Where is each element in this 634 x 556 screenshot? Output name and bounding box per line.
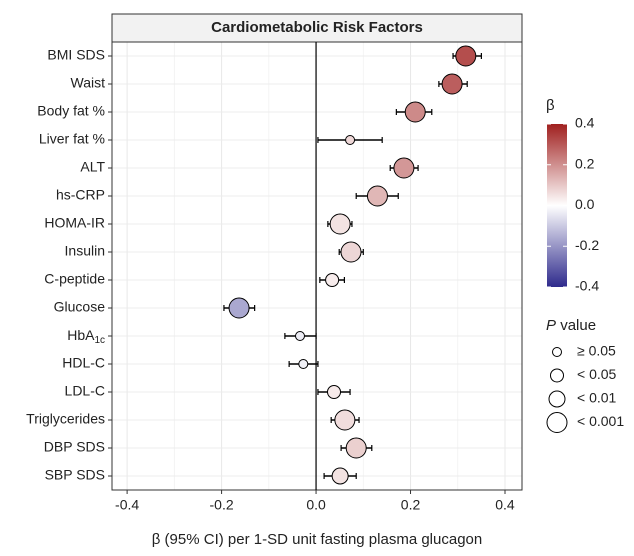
label-text: HbA (67, 327, 95, 343)
y-tick-label: hs-CRP (56, 187, 105, 203)
size-legend-label: < 0.01 (577, 390, 617, 406)
panel (112, 42, 522, 490)
point (294, 331, 305, 341)
point (404, 101, 426, 123)
x-tick-label: 0.2 (401, 497, 421, 513)
point (325, 273, 340, 287)
y-tick-label: DBP SDS (44, 439, 105, 455)
y-tick-label: SBP SDS (45, 467, 105, 483)
point (327, 385, 342, 399)
point (455, 45, 477, 67)
point (331, 467, 349, 485)
y-tick-label: ALT (80, 159, 105, 175)
point (345, 135, 356, 145)
x-tick-label: -0.4 (115, 497, 139, 513)
point (393, 157, 415, 179)
y-tick-label: Body fat % (37, 103, 105, 119)
size-legend-label: ≥ 0.05 (577, 343, 616, 359)
point (366, 185, 388, 207)
point (340, 241, 362, 263)
y-tick-label: HbA1c (67, 327, 105, 346)
x-tick-label: -0.2 (210, 497, 234, 513)
colorbar-tick-label: -0.4 (575, 278, 599, 294)
y-tick-label: BMI SDS (47, 47, 105, 63)
colorbar-tick-label: 0.2 (575, 155, 595, 171)
colorbar-tick-label: 0.0 (575, 196, 595, 212)
colorbar (547, 124, 567, 287)
label-subscript: 1c (94, 335, 105, 346)
point (334, 409, 356, 431)
y-tick-label: Glucose (54, 299, 106, 315)
y-tick-label: HDL-C (62, 355, 105, 371)
y-tick-label: Liver fat % (39, 131, 105, 147)
x-tick-label: 0.4 (495, 497, 515, 513)
size-legend-title: P value (546, 317, 596, 334)
point (329, 213, 351, 235)
colorbar-title: β (546, 97, 555, 114)
chart-title: Cardiometabolic Risk Factors (211, 19, 423, 36)
panel-border (111, 41, 523, 491)
size-legend-marker (548, 390, 566, 408)
size-legend-marker (546, 412, 568, 433)
point (441, 73, 463, 95)
y-tick-label: Triglycerides (26, 411, 105, 427)
point (228, 297, 250, 319)
title-strip (111, 13, 523, 43)
x-axis-label: β (95% CI) per 1-SD unit fasting plasma … (152, 531, 482, 548)
size-legend-label: < 0.05 (577, 366, 617, 382)
colorbar-tick-label: -0.2 (575, 237, 599, 253)
y-tick-label: LDL-C (65, 383, 105, 399)
y-tick-label: C-peptide (44, 271, 105, 287)
point (345, 437, 367, 459)
x-tick-label: 0.0 (306, 497, 326, 513)
y-tick-label: Insulin (65, 243, 105, 259)
size-legend-marker (552, 347, 562, 357)
y-tick-label: Waist (71, 75, 106, 91)
size-legend-label: < 0.001 (577, 413, 624, 429)
colorbar-tick-label: 0.4 (575, 115, 595, 131)
point (298, 359, 309, 369)
size-legend-marker (550, 368, 564, 383)
y-tick-label: HOMA-IR (44, 215, 105, 231)
